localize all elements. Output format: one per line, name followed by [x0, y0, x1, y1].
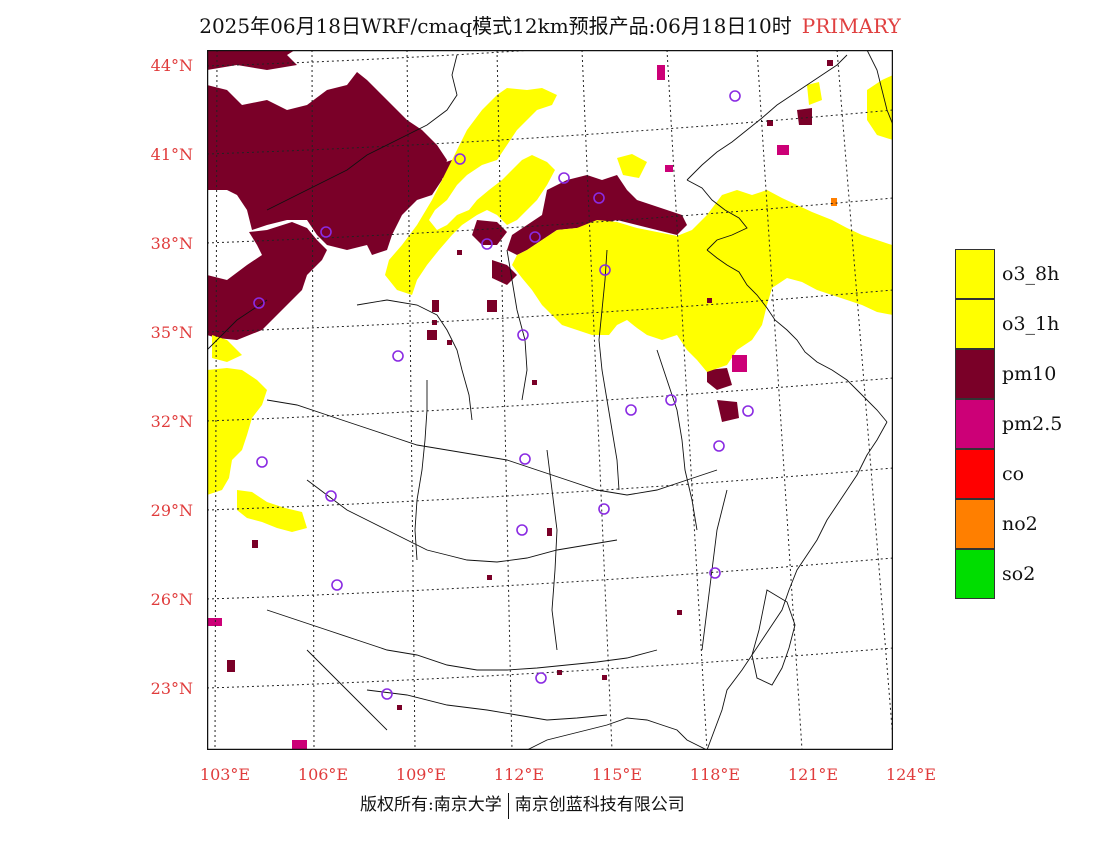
legend-label: co — [1002, 463, 1025, 485]
city-marker — [256, 456, 268, 468]
lon-label: 115°E — [591, 765, 643, 784]
legend-swatch — [955, 249, 995, 299]
lon-label: 124°E — [885, 765, 937, 784]
lon-label: 106°E — [297, 765, 349, 784]
city-marker — [253, 297, 265, 309]
city-marker — [709, 567, 721, 579]
city-marker — [729, 90, 741, 102]
legend-swatch — [955, 299, 995, 349]
city-marker — [381, 688, 393, 700]
graticule — [207, 50, 893, 750]
city-marker — [516, 524, 528, 536]
legend-swatch — [955, 549, 995, 599]
title-main: 2025年06月18日WRF/cmaq模式12km预报产品:06月18日10时 — [199, 14, 792, 38]
legend-label: o3_1h — [1002, 313, 1060, 335]
city-marker — [599, 264, 611, 276]
city-marker — [481, 238, 493, 250]
city-marker — [320, 226, 332, 238]
footer-copyright: 版权所有:南京大学 南京创蓝科技有限公司 — [360, 790, 685, 819]
lat-label: 29°N — [150, 501, 193, 520]
lat-label: 44°N — [150, 56, 193, 75]
city-marker — [454, 153, 466, 165]
lon-label: 109°E — [395, 765, 447, 784]
legend-label: no2 — [1002, 513, 1038, 535]
city-marker — [325, 490, 337, 502]
legend-swatch — [955, 349, 995, 399]
copyright-left: 版权所有:南京大学 — [360, 795, 502, 815]
lon-label: 121°E — [787, 765, 839, 784]
o3-area-north — [385, 88, 557, 295]
copyright-right: 南京创蓝科技有限公司 — [514, 795, 685, 815]
legend-label: pm10 — [1002, 363, 1057, 385]
page-title: 2025年06月18日WRF/cmaq模式12km预报产品:06月18日10时 P… — [0, 10, 1100, 39]
legend-swatch — [955, 449, 995, 499]
lat-label: 23°N — [150, 679, 193, 698]
legend-label: so2 — [1002, 563, 1036, 585]
legend-label: o3_8h — [1002, 263, 1060, 285]
city-marker — [665, 394, 677, 406]
no2-spots — [831, 198, 837, 206]
lon-label: 112°E — [493, 765, 545, 784]
city-marker — [392, 350, 404, 362]
city-marker — [713, 440, 725, 452]
lon-label: 103°E — [199, 765, 251, 784]
footer-divider — [507, 792, 509, 819]
city-marker — [593, 192, 605, 204]
o3-area-east — [512, 190, 893, 372]
lat-label: 26°N — [150, 590, 193, 609]
lat-label: 41°N — [150, 145, 193, 164]
o3-area-west — [207, 335, 307, 532]
pollution-overlay — [207, 50, 893, 750]
lat-label: 35°N — [150, 323, 193, 342]
city-marker — [535, 672, 547, 684]
city-marker — [598, 503, 610, 515]
lat-label: 32°N — [150, 412, 193, 431]
city-marker — [331, 579, 343, 591]
city-markers — [253, 90, 754, 700]
pm10-area-north-china — [472, 175, 687, 285]
title-tag: PRIMARY — [801, 14, 901, 38]
city-marker — [519, 453, 531, 465]
lon-label: 118°E — [689, 765, 741, 784]
map-frame[interactable] — [207, 50, 893, 750]
city-marker — [529, 231, 541, 243]
legend-label: pm2.5 — [1002, 413, 1063, 435]
pm10-scattered-pixels — [227, 60, 833, 710]
pm10-area-northwest — [207, 50, 447, 340]
city-marker — [517, 329, 529, 341]
legend-swatch — [955, 399, 995, 449]
city-marker — [742, 405, 754, 417]
city-marker — [558, 172, 570, 184]
lat-label: 38°N — [150, 234, 193, 253]
city-marker — [625, 404, 637, 416]
legend-swatch — [955, 499, 995, 549]
